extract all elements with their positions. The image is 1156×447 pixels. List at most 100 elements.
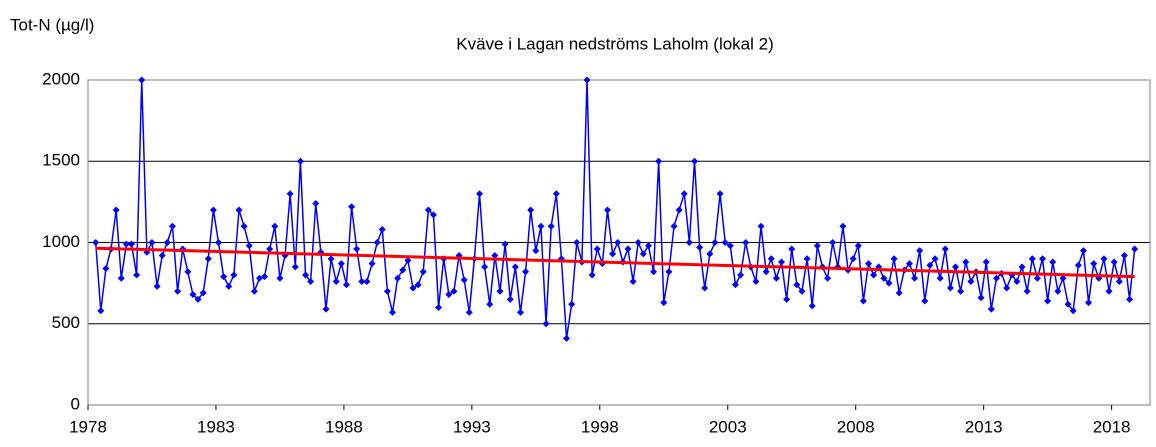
point	[138, 76, 146, 84]
y-tick-label: 500	[52, 313, 80, 332]
point	[424, 206, 432, 214]
point	[977, 294, 985, 302]
point	[624, 245, 632, 253]
x-tick-label: 1988	[325, 417, 363, 436]
point	[327, 255, 335, 263]
point	[261, 273, 269, 281]
point	[148, 239, 156, 246]
point	[527, 206, 535, 214]
point	[936, 274, 944, 282]
point	[537, 222, 545, 230]
point	[941, 245, 949, 253]
point	[342, 281, 350, 289]
point	[266, 245, 274, 253]
point	[1039, 255, 1047, 263]
point	[394, 274, 402, 282]
point	[460, 276, 468, 284]
trend-line	[95, 246, 1135, 279]
point	[798, 287, 806, 295]
point	[476, 190, 484, 198]
point	[660, 299, 668, 307]
point	[363, 278, 371, 285]
point	[353, 245, 361, 253]
point	[215, 239, 223, 246]
point	[885, 279, 893, 287]
point	[117, 274, 125, 282]
point	[429, 211, 437, 219]
point	[1044, 297, 1052, 305]
point	[629, 278, 637, 285]
point	[573, 239, 581, 246]
point	[634, 239, 642, 246]
point	[737, 271, 745, 279]
point	[516, 308, 524, 316]
point	[1054, 287, 1062, 295]
point	[153, 282, 161, 290]
chart-title: Kväve i Lagan nedströms Laholm (lokal 2)	[456, 34, 774, 53]
point	[854, 242, 862, 250]
point	[987, 305, 995, 313]
point	[880, 274, 888, 282]
point	[547, 222, 555, 230]
point	[726, 242, 734, 250]
point	[174, 287, 182, 295]
point	[307, 278, 315, 285]
point	[962, 258, 970, 266]
point	[777, 258, 785, 266]
point	[670, 222, 678, 230]
point	[813, 242, 821, 250]
point	[957, 287, 965, 295]
point	[291, 263, 299, 271]
point	[706, 250, 714, 258]
point	[302, 271, 310, 279]
point	[383, 287, 391, 295]
point	[1120, 252, 1128, 259]
point	[1131, 245, 1139, 253]
point	[184, 268, 192, 276]
point	[1049, 258, 1057, 266]
point	[1126, 295, 1134, 303]
point	[271, 222, 279, 230]
point	[639, 250, 647, 258]
point	[506, 295, 514, 303]
point	[1115, 278, 1123, 285]
point	[378, 226, 386, 233]
point	[1033, 274, 1041, 282]
point	[752, 278, 760, 285]
point	[609, 250, 617, 258]
point	[1028, 255, 1036, 263]
point	[399, 266, 407, 274]
point	[690, 157, 698, 165]
point	[481, 263, 489, 271]
point	[133, 271, 141, 279]
point	[829, 239, 837, 246]
point	[803, 255, 811, 263]
point	[911, 274, 919, 282]
point	[404, 256, 412, 264]
point	[250, 287, 258, 295]
point	[112, 206, 120, 214]
point	[158, 252, 166, 259]
point	[916, 247, 924, 255]
point	[767, 255, 775, 263]
point	[102, 265, 110, 272]
point	[614, 239, 622, 246]
point	[168, 222, 176, 230]
point	[593, 245, 601, 253]
point	[1003, 284, 1011, 292]
point	[926, 261, 934, 269]
x-tick-label: 2008	[837, 417, 875, 436]
point	[644, 242, 652, 250]
point	[122, 240, 130, 248]
point	[757, 222, 765, 230]
point	[312, 200, 320, 207]
point	[92, 239, 100, 246]
point	[1059, 274, 1067, 282]
x-tick-label: 1983	[197, 417, 235, 436]
point	[296, 157, 304, 165]
point	[952, 263, 960, 271]
point	[194, 295, 202, 303]
point	[1074, 261, 1082, 269]
point	[435, 304, 443, 311]
point	[450, 287, 458, 295]
